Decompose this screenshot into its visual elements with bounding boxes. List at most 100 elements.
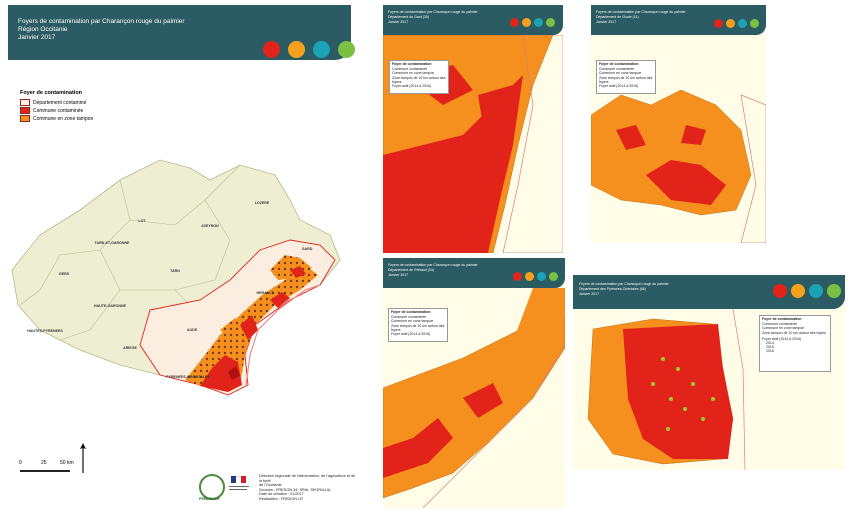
dept-label-tarn-et-garonne: TARN-ET-GARONNE (94, 241, 130, 245)
panel-title-line3: Janvier 2017 (579, 292, 600, 296)
dept-label-gard: GARD (301, 247, 313, 251)
panel-map (383, 288, 565, 508)
legend-label: Commune en zone tampon (33, 115, 94, 122)
dept-label-herault: HERAULT (256, 291, 274, 295)
mini-legend-item: Commune en zone tampon (392, 71, 435, 76)
north-arrow-icon (80, 443, 86, 473)
mini-legend-sub: Foyer actif (2014 à 2016) (391, 332, 431, 337)
scale-label: 25 (41, 460, 47, 466)
panel-gard: Foyers de contamination par Charançon ro… (383, 5, 563, 253)
mini-legend-year: 2016 (766, 349, 774, 354)
dept-label-gers: GERS (58, 272, 70, 276)
brand-dot-orange (726, 19, 735, 28)
panel-title-line3: Janvier 2017 (596, 20, 617, 24)
fredon-logo (199, 474, 225, 500)
panel-map (587, 309, 746, 470)
panel-title-line1: Foyers de contamination par Charançon ro… (388, 263, 478, 267)
panel-banner: Foyers de contamination par Charançon ro… (591, 5, 766, 35)
dept-label-hautes-pyrenees: HAUTES-PYRENEES (27, 329, 63, 333)
mini-legend-item: Commune en zone tampon (599, 71, 642, 76)
panel-banner: Foyers de contamination par Charançon ro… (383, 5, 563, 35)
panel-map (591, 89, 766, 243)
mini-legend-item: Commune contaminée (599, 67, 635, 72)
panel-title-line1: Foyers de contamination par Charançon ro… (388, 10, 478, 14)
mini-legend-item: Commune en zone tampon (762, 326, 805, 331)
panel-title-line2: Département de l'Hérault (34) (388, 268, 434, 272)
mini-legend-sub: Foyer actif (2014 à 2016) (599, 84, 639, 89)
legend-swatch (20, 99, 30, 106)
credit-line: Direction régionale de l'alimentation, d… (259, 474, 356, 483)
mini-legend-item: Commune contaminée (762, 322, 798, 327)
mini-legend-sub: Foyer actif (2014 à 2016) (762, 336, 802, 341)
main-legend-item: Département contaminé (20, 99, 130, 107)
dept-label-tarn: TARN (170, 269, 180, 273)
brand-dot-green (827, 284, 841, 298)
contaminated-communes (270, 292, 290, 308)
fredon-logo-text: FREDON LR (199, 497, 220, 501)
panel-legend: Foyer de contamination Commune contaminé… (389, 60, 449, 94)
panel-title-line2: Département du Gard (30) (388, 15, 430, 19)
legend-swatch (20, 106, 30, 114)
brand-dot-teal (809, 284, 823, 298)
mini-legend-title: Foyer de contamination (599, 62, 639, 66)
panel-title-line3: Janvier 2017 (388, 20, 409, 24)
dept-label-haute-garonne: HAUTE-GARONNE (94, 304, 126, 308)
dept-label-aude: AUDE (186, 328, 198, 332)
mini-legend-title: Foyer de contamination (392, 62, 432, 66)
panel-title-line2: Département de l'Aude (11) (596, 15, 639, 19)
panel-banner: Foyers de contamination par Charançon ro… (573, 275, 845, 309)
brand-dot-green (750, 19, 759, 28)
main-title-line2: Région Occitanie (18, 26, 68, 33)
panel-legend: Foyer de contamination Commune contaminé… (596, 60, 656, 94)
mini-legend-title: Foyer de contamination (391, 310, 431, 314)
brand-dot-orange (522, 18, 531, 27)
mini-legend-year: 2015 (766, 345, 774, 350)
panel-herault: Foyers de contamination par Charançon ro… (383, 258, 565, 508)
brand-dot-green (338, 41, 355, 58)
main-credits: Direction régionale de l'alimentation, d… (259, 474, 359, 502)
scale-label: 0 (19, 460, 22, 466)
brand-dot-red (714, 19, 723, 28)
brand-dot-red (513, 272, 522, 281)
dept-label-aveyron: AVEYRON (201, 224, 219, 228)
brand-dot-green (546, 18, 555, 27)
legend-swatch (20, 114, 30, 122)
occitanie-map (11, 159, 341, 396)
buffer-zone (220, 318, 245, 340)
brand-dot-teal (537, 272, 546, 281)
legend-label: Département contaminé (33, 99, 87, 106)
mini-legend-sub: Foyer actif (2014 à 2016) (392, 84, 432, 89)
mini-legend-item: Zone tampon de 10 km autour des foyers (599, 75, 653, 84)
brand-dot-red (263, 41, 280, 58)
contaminated-communes (200, 355, 242, 392)
brand-dot-teal (738, 19, 747, 28)
dept-label-lot: LOT (138, 219, 146, 223)
scale-bar: 0 25 50 km (19, 460, 74, 472)
brand-dot-teal (534, 18, 543, 27)
brand-dot-orange (288, 41, 305, 58)
mini-legend-year: 2014 (766, 341, 774, 346)
main-legend: Foyer de contamination Département conta… (20, 90, 130, 122)
mini-legend-item: Zone tampon de 10 km autour des foyers (762, 330, 827, 335)
brand-dot-teal (313, 41, 330, 58)
mini-legend-item: Zone tampon de 10 km autour des foyers (392, 75, 446, 84)
mini-legend-item: Commune contaminée (392, 67, 428, 72)
main-title-line3: Janvier 2017 (18, 34, 56, 41)
main-title-banner: Foyers de contamination par Charançon ro… (8, 5, 355, 60)
credit-line: Date de création : 01/2017 (259, 492, 304, 497)
panel-legend: Foyer de contamination Commune contaminé… (759, 315, 831, 372)
credit-line: Réalisation : FREDON LR (259, 496, 303, 501)
republic-logo (229, 476, 249, 494)
mini-legend-title: Foyer de contamination (762, 317, 802, 321)
brand-dot-green (549, 272, 558, 281)
dept-label-ariege: ARIEGE (123, 346, 137, 350)
credit-line: Sources : FREDON 34, SRAL SEOR/ALIA (259, 487, 331, 492)
credit-line: de l'Occitanie (259, 483, 282, 488)
brand-dot-red (773, 284, 787, 298)
panel-legend: Foyer de contamination Commune contaminé… (388, 308, 448, 342)
main-legend-title: Foyer de contamination (20, 90, 83, 96)
main-legend-item: Commune contaminée (20, 106, 130, 115)
mini-legend-item: Zone tampon de 10 km autour des foyers (391, 323, 445, 332)
panel-banner: Foyers de contamination par Charançon ro… (383, 258, 565, 288)
panel-title-line1: Foyers de contamination par Charançon ro… (579, 282, 669, 286)
